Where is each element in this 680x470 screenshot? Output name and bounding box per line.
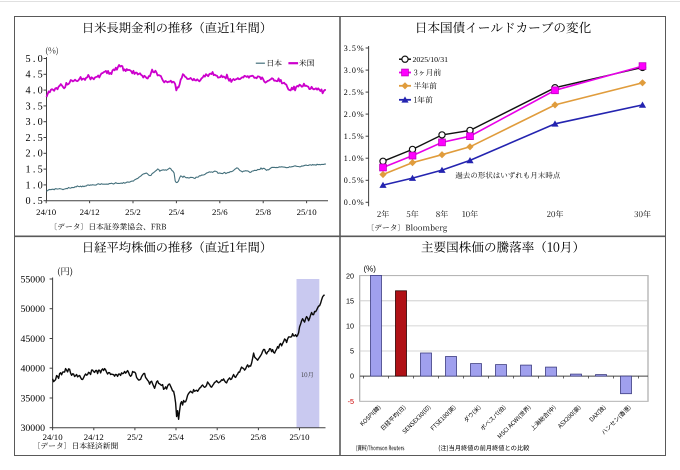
svg-text:0.5%: 0.5% [344, 176, 365, 185]
svg-text:25/8: 25/8 [251, 432, 267, 442]
svg-text:30000: 30000 [21, 423, 46, 434]
svg-text:25/2: 25/2 [125, 207, 141, 217]
svg-text:5: 5 [350, 347, 354, 356]
svg-text:4.5: 4.5 [26, 70, 45, 81]
svg-text:3.5: 3.5 [26, 101, 45, 112]
svg-text:25/6: 25/6 [212, 207, 228, 217]
svg-text:2.5: 2.5 [26, 133, 45, 144]
svg-text:24/12: 24/12 [80, 207, 100, 217]
svg-text:55000: 55000 [21, 274, 46, 285]
svg-text:1.5: 1.5 [26, 165, 45, 176]
svg-text:40000: 40000 [21, 364, 46, 375]
svg-text:24/12: 24/12 [84, 432, 104, 442]
svg-text:20: 20 [346, 271, 354, 280]
svg-text:-5: -5 [348, 397, 354, 406]
svg-text:3.5%: 3.5% [344, 44, 365, 53]
svg-text:0: 0 [350, 372, 354, 381]
svg-text:25/6: 25/6 [209, 432, 225, 442]
svg-text:0.5: 0.5 [26, 196, 45, 207]
svg-text:10: 10 [346, 322, 354, 331]
svg-text:25/10: 25/10 [289, 432, 310, 442]
svg-text:25/2: 25/2 [127, 432, 143, 442]
svg-text:15: 15 [346, 296, 354, 305]
svg-text:25/4: 25/4 [169, 207, 185, 217]
svg-text:0.0%: 0.0% [344, 198, 365, 207]
svg-text:2.0: 2.0 [26, 149, 45, 160]
svg-text:24/10: 24/10 [36, 207, 57, 217]
svg-text:3.0%: 3.0% [344, 66, 365, 75]
svg-text:25/4: 25/4 [168, 432, 184, 442]
svg-text:3.0: 3.0 [26, 117, 45, 128]
svg-text:(%): (%) [364, 265, 377, 274]
svg-text:1.0%: 1.0% [344, 154, 365, 163]
svg-text:35000: 35000 [21, 393, 46, 404]
svg-text:45000: 45000 [21, 334, 46, 345]
svg-text:50000: 50000 [21, 304, 46, 315]
svg-text:24/10: 24/10 [43, 432, 64, 442]
svg-text:2.5%: 2.5% [344, 88, 365, 97]
svg-text:2.0%: 2.0% [344, 110, 365, 119]
svg-text:4.0: 4.0 [26, 86, 45, 97]
svg-text:25/8: 25/8 [255, 207, 271, 217]
svg-text:1.0: 1.0 [26, 180, 45, 191]
svg-text:5.0: 5.0 [26, 54, 45, 65]
svg-text:25/10: 25/10 [297, 207, 318, 217]
svg-text:2025/10/31: 2025/10/31 [413, 55, 449, 64]
svg-text:1.5%: 1.5% [344, 132, 365, 141]
